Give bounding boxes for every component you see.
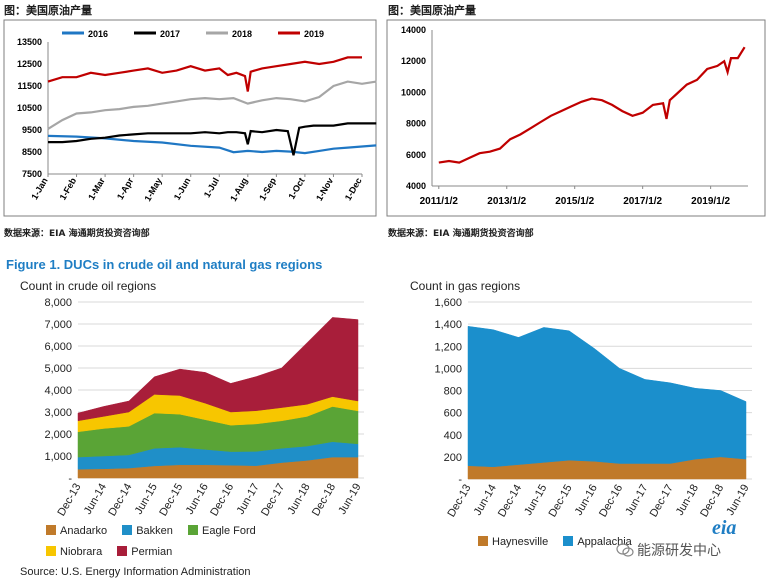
legend-label-2018: 2018 (232, 29, 252, 39)
legend-appalachia: Appalachia (563, 536, 632, 548)
y-tick-label: 1,200 (434, 341, 462, 353)
y-tick-label: 1,000 (434, 363, 462, 375)
x-tick-label: Dec-14 (106, 482, 134, 519)
x-tick-label: Jun-15 (133, 482, 160, 517)
series-line-2017 (48, 122, 377, 156)
y-tick-label: 600 (444, 408, 462, 420)
x-tick-label: Dec-16 (597, 483, 625, 520)
crude-subtitle: Count in crude oil regions (20, 279, 157, 293)
x-tick-label: Jun-18 (285, 482, 312, 517)
y-tick-label: 12000 (401, 56, 426, 66)
y-tick-label: 6,000 (44, 341, 72, 353)
y-tick-label: 400 (444, 430, 462, 442)
source-left: 数据来源：EIA 海通期货投资咨询部 (4, 229, 150, 239)
legend-label-2016: 2016 (88, 29, 108, 39)
figure-title: Figure 1. DUCs in crude oil and natural … (6, 257, 323, 272)
series-line-2018 (47, 80, 377, 130)
wechat-icon (616, 543, 634, 557)
legend-niobrara: Niobrara (46, 546, 102, 558)
y-tick-label: 4000 (406, 181, 426, 191)
x-tick-label: Jun-14 (472, 483, 499, 518)
y-tick-label: 10000 (401, 87, 426, 97)
legend-eagleford: Eagle Ford (187, 525, 256, 537)
x-tick-label: Dec-14 (496, 483, 524, 520)
x-tick-label: Jun-17 (623, 483, 650, 518)
y-tick-label: 8500 (22, 147, 42, 157)
legend-label-2019: 2019 (304, 29, 324, 39)
y-tick-label: 10500 (17, 103, 42, 113)
legend-anadarko: Anadarko (46, 525, 107, 537)
legend-bakken: Bakken (122, 525, 173, 537)
y-tick-label: - (68, 473, 72, 485)
chart-duc-gas: -2004006008001,0001,2001,4001,600Dec-13J… (434, 297, 752, 520)
y-tick-label: 7,000 (44, 319, 72, 331)
series-line-2019 (47, 56, 362, 92)
x-tick-label: Jun-18 (674, 483, 701, 518)
x-tick-label: Dec-15 (157, 482, 185, 519)
x-tick-label: 2017/1/2 (623, 196, 662, 207)
x-tick-label: 2019/1/2 (691, 196, 730, 207)
source-en: Source: U.S. Energy Information Administ… (20, 566, 251, 578)
x-tick-label: Jun-19 (724, 483, 751, 518)
y-tick-label: 13500 (17, 37, 42, 47)
series-line-production (438, 46, 746, 164)
x-tick-label: 2013/1/2 (487, 196, 526, 207)
area-appalachia (467, 326, 747, 468)
gas-subtitle: Count in gas regions (410, 279, 521, 293)
y-tick-label: 11500 (17, 81, 42, 91)
legend-permian: Permian (117, 546, 172, 558)
x-tick-label: Dec-17 (259, 482, 287, 519)
y-tick-label: 2,000 (44, 429, 72, 441)
chart-monthly-production: 4000 6000 8000 10000 12000 14000 2011/1/2 2013/… (386, 19, 766, 217)
x-tick-label: Dec-13 (445, 483, 473, 520)
top-right-title: 图：美国原油产量 (388, 4, 476, 17)
y-tick-label: 6000 (406, 150, 426, 160)
x-tick-label: Jun-16 (184, 482, 211, 517)
gas-legend: Haynesville Appalachia (478, 530, 642, 549)
x-tick-label: Dec-15 (547, 483, 575, 520)
x-tick-label: 2015/1/2 (555, 196, 594, 207)
x-tick-label: Jun-14 (82, 482, 109, 517)
y-tick-label: 1,000 (44, 451, 72, 463)
y-tick-label: 12500 (17, 59, 42, 69)
chart-duc-crude: - 1,000 2,000 3,000 4,000 5,000 6,000 7,000 8,00… (44, 297, 364, 519)
y-tick-label: 200 (444, 452, 462, 464)
x-tick-label: Dec-18 (310, 482, 338, 519)
x-tick-label: Jun-16 (573, 483, 600, 518)
top-left-title: 图：美国原油产量 (4, 4, 92, 17)
x-tick-label: Dec-13 (55, 482, 83, 519)
y-tick-label: 3,000 (44, 407, 72, 419)
y-tick-label: 9500 (22, 125, 42, 135)
eia-logo: eia (712, 517, 737, 539)
x-tick-label: Jun-19 (336, 482, 363, 517)
y-tick-label: 1,600 (434, 297, 462, 309)
y-tick-label: 1,400 (434, 319, 462, 331)
chart-yearly-production: 2016 2017 2018 2019 7500 8500 9500 10500 11500 12… (3, 19, 377, 217)
y-tick-label: 8,000 (44, 297, 72, 309)
y-tick-label: - (458, 474, 462, 486)
y-tick-label: 7500 (22, 169, 42, 179)
legend-label-2017: 2017 (160, 29, 180, 39)
watermark: 能源研发中心 (616, 540, 721, 560)
x-tick-label: Jun-15 (522, 483, 549, 518)
y-tick-label: 14000 (401, 25, 426, 35)
x-tick-label: 2011/1/2 (420, 196, 459, 207)
crude-legend: Anadarko Bakken Eagle Ford Niobrara Perm… (46, 519, 376, 559)
y-tick-label: 5,000 (44, 363, 72, 375)
x-tick-label: Dec-18 (698, 483, 726, 520)
y-tick-label: 4,000 (44, 385, 72, 397)
watermark-text: 能源研发中心 (637, 543, 721, 559)
x-tick-label: Jun-17 (235, 482, 262, 517)
area-permian (77, 317, 359, 422)
source-right: 数据来源：EIA 海通期货投资咨询部 (388, 229, 534, 239)
y-tick-label: 800 (444, 386, 462, 398)
x-tick-label: Dec-16 (208, 482, 236, 519)
legend-haynesville: Haynesville (478, 536, 548, 548)
series-line-2016 (47, 134, 377, 155)
x-tick-label: Dec-17 (648, 483, 676, 520)
y-tick-label: 8000 (406, 119, 426, 129)
